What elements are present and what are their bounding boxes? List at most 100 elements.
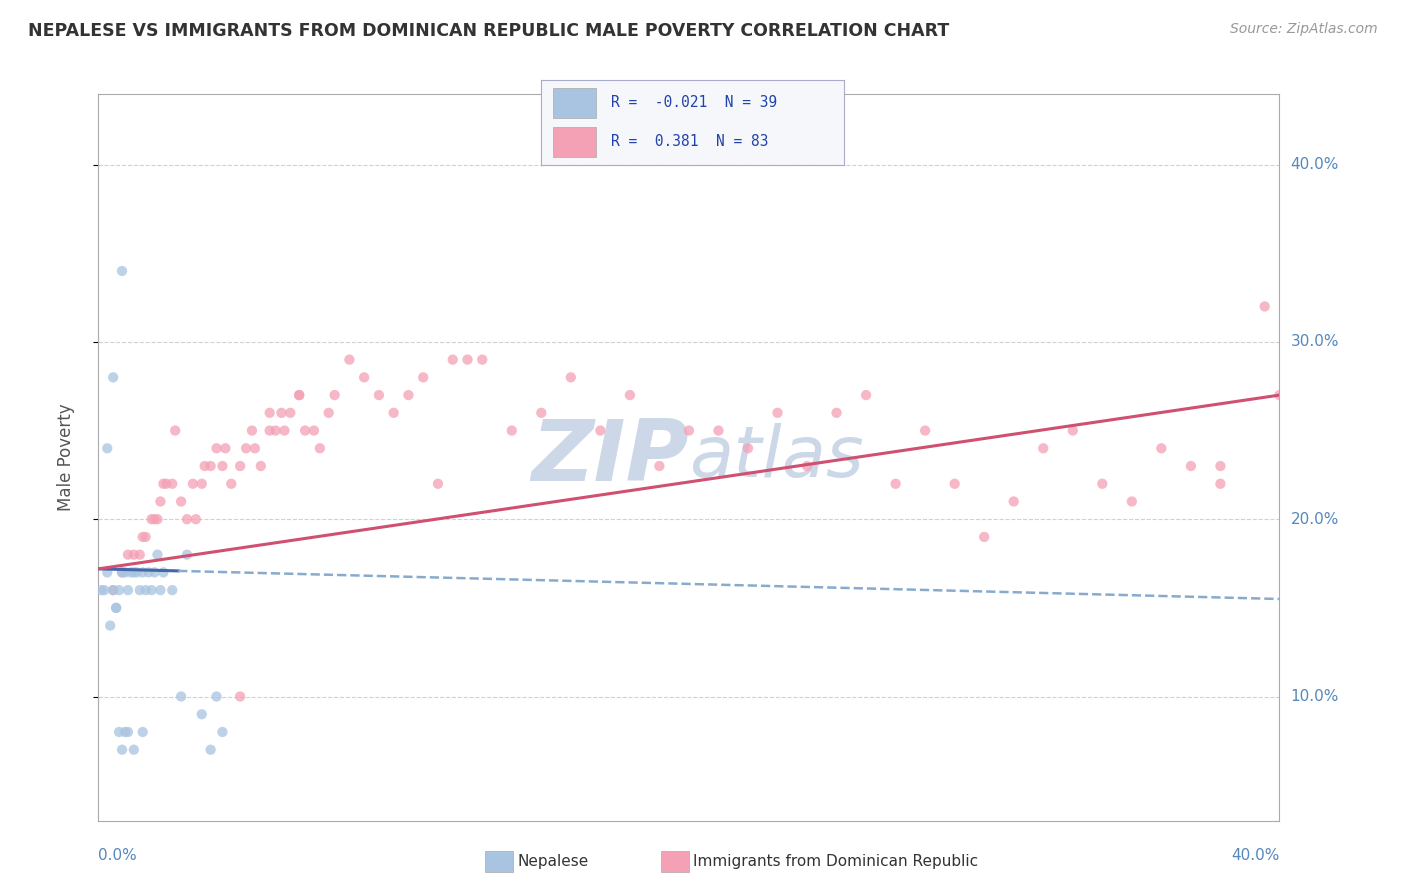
Point: [339, 352, 361, 367]
Point: [103, 370, 125, 384]
Point: [501, 424, 523, 438]
Point: [288, 388, 311, 402]
Point: [108, 725, 131, 739]
Point: [855, 388, 877, 402]
Text: 30.0%: 30.0%: [1291, 334, 1339, 350]
Point: [619, 388, 641, 402]
Point: [1062, 424, 1084, 438]
Point: [200, 458, 222, 473]
Point: [264, 424, 287, 438]
Point: [973, 530, 995, 544]
Point: [162, 476, 183, 491]
Point: [382, 406, 405, 420]
Point: [259, 424, 281, 438]
Point: [1209, 458, 1232, 473]
Text: Immigrants from Dominican Republic: Immigrants from Dominican Republic: [693, 855, 979, 869]
Point: [117, 725, 139, 739]
Point: [146, 548, 169, 562]
Point: [128, 548, 150, 562]
Point: [149, 583, 172, 598]
Point: [214, 442, 236, 456]
Point: [270, 406, 292, 420]
Point: [191, 476, 214, 491]
Point: [243, 442, 266, 456]
Point: [1209, 476, 1232, 491]
Point: [259, 406, 281, 420]
Bar: [554, 88, 596, 118]
Point: [105, 600, 128, 615]
Point: [111, 566, 134, 580]
Point: [90, 583, 112, 598]
Point: [457, 352, 479, 367]
Point: [825, 406, 848, 420]
Text: ZIP: ZIP: [531, 416, 689, 499]
Point: [176, 512, 198, 526]
Point: [93, 583, 115, 598]
Point: [560, 370, 582, 384]
Point: [1180, 458, 1202, 473]
Point: [1002, 494, 1025, 508]
Point: [125, 566, 148, 580]
Y-axis label: Male Poverty: Male Poverty: [56, 403, 75, 511]
Text: R =  -0.021  N = 39: R = -0.021 N = 39: [610, 95, 778, 110]
Point: [135, 583, 157, 598]
Point: [1150, 442, 1173, 456]
Point: [111, 742, 134, 756]
Point: [1121, 494, 1143, 508]
Point: [191, 707, 214, 722]
Point: [1254, 300, 1277, 314]
Point: [162, 583, 183, 598]
Text: NEPALESE VS IMMIGRANTS FROM DOMINICAN REPUBLIC MALE POVERTY CORRELATION CHART: NEPALESE VS IMMIGRANTS FROM DOMINICAN RE…: [28, 22, 949, 40]
Point: [229, 458, 252, 473]
Point: [170, 494, 193, 508]
Point: [288, 388, 311, 402]
Point: [280, 406, 302, 420]
Point: [103, 583, 125, 598]
Text: atlas: atlas: [689, 423, 863, 491]
Point: [108, 583, 131, 598]
Point: [117, 583, 139, 598]
Point: [135, 530, 157, 544]
Point: [589, 424, 612, 438]
Point: [441, 352, 464, 367]
Point: [176, 548, 198, 562]
Point: [122, 548, 145, 562]
Point: [1091, 476, 1114, 491]
Point: [111, 264, 134, 278]
Text: 40.0%: 40.0%: [1232, 847, 1279, 863]
Point: [412, 370, 434, 384]
Point: [240, 424, 263, 438]
Point: [1032, 442, 1054, 456]
Point: [471, 352, 494, 367]
Point: [398, 388, 420, 402]
Point: [155, 476, 177, 491]
Point: [122, 742, 145, 756]
Text: 0.0%: 0.0%: [98, 847, 138, 863]
Bar: [554, 127, 596, 157]
Point: [943, 476, 966, 491]
Point: [221, 476, 243, 491]
Point: [707, 424, 730, 438]
Point: [117, 548, 139, 562]
Point: [149, 494, 172, 508]
Point: [96, 566, 118, 580]
Point: [170, 690, 193, 704]
Point: [318, 406, 340, 420]
Point: [205, 690, 228, 704]
Point: [181, 476, 204, 491]
Point: [796, 458, 818, 473]
Point: [114, 566, 136, 580]
Point: [294, 424, 316, 438]
Point: [141, 512, 163, 526]
Point: [141, 583, 163, 598]
Point: [105, 600, 128, 615]
Point: [138, 566, 160, 580]
Text: R =  0.381  N = 83: R = 0.381 N = 83: [610, 134, 768, 149]
Point: [132, 566, 155, 580]
Point: [737, 442, 759, 456]
Point: [194, 458, 217, 473]
Point: [353, 370, 375, 384]
Point: [884, 476, 907, 491]
Point: [152, 566, 174, 580]
Point: [914, 424, 936, 438]
